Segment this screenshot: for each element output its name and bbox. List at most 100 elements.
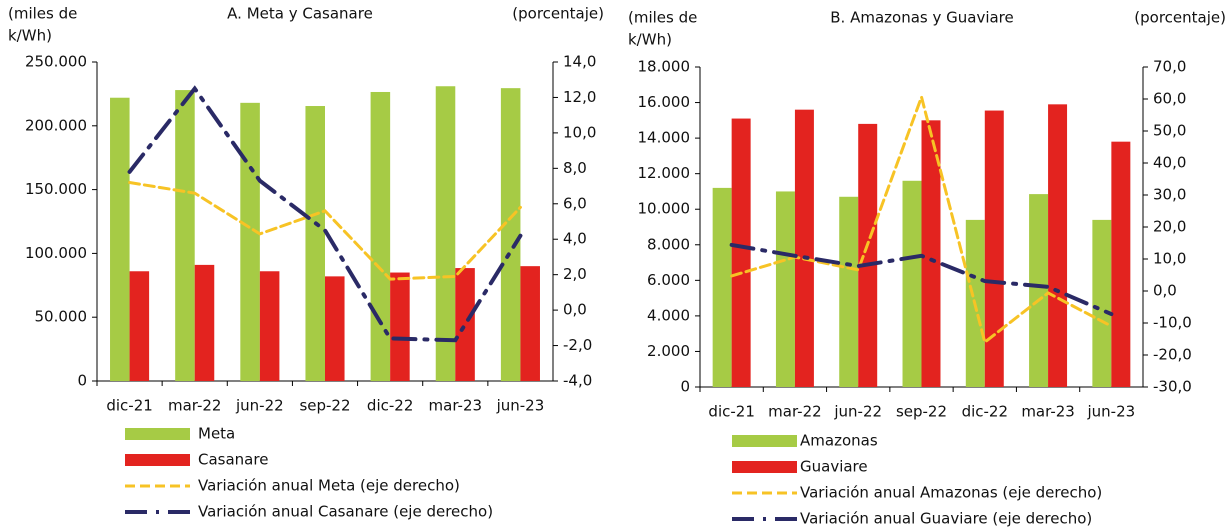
y2-tick-label: 6,0 [563,194,587,212]
y2-tick-label: 12,0 [563,88,596,106]
y-tick-label: 16.000 [638,93,691,111]
line-series [127,85,523,343]
y-tick-label: 0 [680,378,690,396]
bar [500,88,521,382]
legend-label: Variación anual Guaviare (eje derecho) [800,510,1092,527]
y2-tick-label: 20,0 [1153,218,1186,236]
bar [305,106,325,381]
y2-tick-label: -30,0 [1153,378,1192,396]
bar [240,102,260,381]
legend-label: Guaviare [800,458,868,476]
bar [858,123,878,387]
chart-title: A. Meta y Casanare [227,5,373,23]
y-tick-label: 200.000 [25,116,87,134]
bar [1092,219,1112,387]
legend-label: Amazonas [800,432,878,450]
y-tick-label: 150.000 [25,180,87,198]
bar [712,187,732,387]
bar [902,180,922,387]
y-tick-label: 100.000 [25,244,87,262]
legend-swatch [732,435,797,447]
bar [839,196,859,387]
y2-tick-label: 30,0 [1153,186,1186,204]
bar [731,118,751,388]
line-series [128,181,522,281]
y2-tick-label: -4,0 [563,372,592,390]
x-tick-label: mar-22 [168,397,222,415]
x-tick-label: jun-22 [235,397,284,415]
legend-label: Variación anual Meta (eje derecho) [198,477,460,495]
bar [129,271,150,381]
x-tick-label: jun-23 [1087,403,1136,421]
y-tick-label: 0 [77,372,87,390]
x-tick-label: dic-22 [367,397,413,415]
bar [984,110,1004,388]
y2-tick-label: 2,0 [563,265,587,283]
legend-label: Meta [198,425,235,443]
y2-tick-label: 10,0 [563,123,596,141]
bar [520,266,540,381]
bar [794,109,814,388]
x-tick-label: mar-23 [429,397,483,415]
y-tick-label: 4.000 [647,306,690,324]
y2-tick-label: 10,0 [1153,250,1186,268]
y2-tick-label: 0,0 [1153,282,1177,300]
bar [1111,141,1131,387]
x-tick-label: dic-22 [962,403,1008,421]
x-tick-label: jun-23 [496,397,545,415]
y2-axis-label: (porcentaje) [1134,9,1226,27]
x-tick-label: sep-22 [896,403,947,421]
bar [435,86,456,381]
x-tick-label: dic-21 [106,397,152,415]
bar [921,120,941,387]
y2-tick-label: -2,0 [563,336,592,354]
x-tick-label: mar-22 [768,403,822,421]
bar [259,271,280,381]
y-tick-label: 12.000 [638,164,691,182]
y2-tick-label: 0,0 [563,301,587,319]
y2-tick-label: -20,0 [1153,346,1192,364]
legend-label: Casanare [198,451,268,469]
legend-swatch [125,428,190,440]
y2-tick-label: -10,0 [1153,314,1192,332]
y2-tick-label: 60,0 [1153,90,1186,108]
legend-label: Variación anual Amazonas (eje derecho) [800,484,1102,502]
y-tick-label: 14.000 [638,129,691,147]
x-tick-label: dic-21 [708,403,754,421]
y2-tick-label: 50,0 [1153,122,1186,140]
y-axis-label: (miles de [8,5,77,23]
y-axis-label: k/Wh) [628,31,672,49]
y-tick-label: 18.000 [638,58,691,76]
y2-tick-label: 14,0 [563,53,596,71]
x-tick-label: jun-22 [833,403,882,421]
bar [1048,104,1068,387]
y-tick-label: 8.000 [647,235,690,253]
y-tick-label: 50.000 [35,308,88,326]
y-tick-label: 250.000 [25,53,87,71]
y2-tick-label: 4,0 [563,230,587,248]
y2-tick-label: 70,0 [1153,58,1186,76]
bar [175,90,195,382]
bar [370,91,391,382]
bar [325,276,345,381]
bar [194,264,215,381]
y-tick-label: 2.000 [647,342,690,360]
y-axis-label: k/Wh) [8,27,52,45]
y-tick-label: 6.000 [647,271,690,289]
x-tick-label: mar-23 [1021,403,1075,421]
y-tick-label: 10.000 [638,200,691,218]
chart-title: B. Amazonas y Guaviare [830,9,1014,27]
bar [455,268,475,381]
bar [110,97,130,381]
bar [390,272,410,381]
bar [775,191,795,387]
y2-axis-label: (porcentaje) [512,5,604,23]
legend-swatch [732,461,797,473]
legend-label: Variación anual Casanare (eje derecho) [198,503,493,521]
x-tick-label: sep-22 [299,397,350,415]
y2-tick-label: 8,0 [563,159,587,177]
y-axis-label: (miles de [628,9,697,27]
legend-swatch [125,454,190,466]
y2-tick-label: 40,0 [1153,154,1186,172]
